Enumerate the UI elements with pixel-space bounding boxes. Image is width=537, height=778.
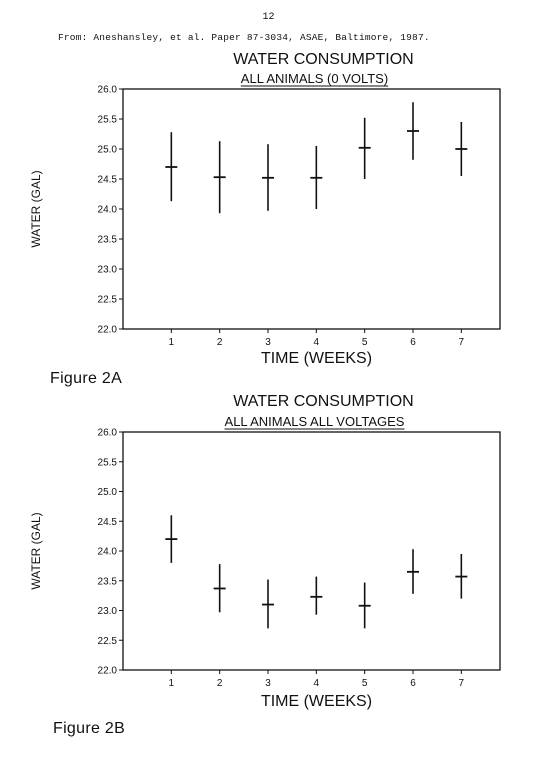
plot-frame xyxy=(122,88,501,330)
data-point xyxy=(358,582,371,629)
chart-subtitle: ALL ANIMALS ALL VOLTAGES xyxy=(225,414,405,429)
y-tick-label: 22.0 xyxy=(98,666,118,677)
x-tick-label: 3 xyxy=(265,678,271,689)
data-point xyxy=(262,579,274,629)
figure-2b-caption: Figure 2B xyxy=(53,720,126,737)
y-tick-label: 25.0 xyxy=(98,487,118,498)
y-tick-label: 25.5 xyxy=(98,115,118,126)
data-point xyxy=(407,102,419,160)
x-tick-label: 1 xyxy=(169,678,175,689)
data-point xyxy=(310,576,323,615)
x-tick-label: 7 xyxy=(459,678,465,689)
y-tick-label: 23.0 xyxy=(98,606,118,617)
y-tick-label: 24.0 xyxy=(98,547,118,558)
y-tick-label: 26.0 xyxy=(98,428,118,439)
chart-title: WATER CONSUMPTION xyxy=(233,51,413,68)
y-tick-label: 25.0 xyxy=(98,145,118,156)
x-tick-label: 5 xyxy=(362,678,368,689)
figure-2a-caption: Figure 2A xyxy=(50,370,123,387)
x-tick-label: 5 xyxy=(362,337,368,348)
data-point xyxy=(213,141,226,214)
data-point xyxy=(165,132,178,202)
x-axis-label: TIME (WEEKS) xyxy=(261,693,372,710)
y-tick-label: 22.5 xyxy=(98,636,118,647)
x-tick-label: 4 xyxy=(314,337,320,348)
x-tick-label: 6 xyxy=(410,337,416,348)
y-tick-label: 23.0 xyxy=(98,265,118,276)
y-axis-label: WATER (GAL) xyxy=(29,512,43,589)
y-tick-label: 26.0 xyxy=(98,85,118,96)
y-tick-label: 22.5 xyxy=(98,295,118,306)
data-point xyxy=(455,122,468,176)
x-tick-label: 2 xyxy=(217,337,223,348)
x-tick-label: 2 xyxy=(217,678,223,689)
y-tick-label: 24.0 xyxy=(98,205,118,216)
plot-frame xyxy=(122,431,501,671)
y-tick-label: 23.5 xyxy=(98,235,118,246)
y-tick-label: 24.5 xyxy=(98,175,118,186)
y-tick-label: 24.5 xyxy=(98,517,118,528)
data-point xyxy=(455,553,468,599)
chart-title: WATER CONSUMPTION xyxy=(233,393,413,410)
y-tick-label: 22.0 xyxy=(98,325,118,336)
x-tick-label: 6 xyxy=(410,678,416,689)
x-axis-label: TIME (WEEKS) xyxy=(261,350,372,367)
data-point xyxy=(165,515,178,563)
x-tick-label: 1 xyxy=(169,337,175,348)
x-tick-label: 7 xyxy=(459,337,465,348)
x-tick-label: 4 xyxy=(314,678,320,689)
data-point xyxy=(310,146,323,209)
source-citation: From: Aneshansley, et al. Paper 87-3034,… xyxy=(58,32,430,43)
chart-2: WATER CONSUMPTION ALL ANIMALS ALL VOLTAGE… xyxy=(29,393,501,710)
x-tick-label: 3 xyxy=(265,337,271,348)
y-tick-label: 23.5 xyxy=(98,576,118,587)
data-point xyxy=(213,564,226,613)
y-axis-label: WATER (GAL) xyxy=(29,170,43,247)
data-point xyxy=(407,549,419,594)
y-tick-label: 25.5 xyxy=(98,457,118,468)
data-point xyxy=(358,117,371,179)
data-point xyxy=(262,144,274,211)
chart-subtitle: ALL ANIMALS (0 VOLTS) xyxy=(241,71,388,86)
page-number: 12 xyxy=(262,12,275,23)
